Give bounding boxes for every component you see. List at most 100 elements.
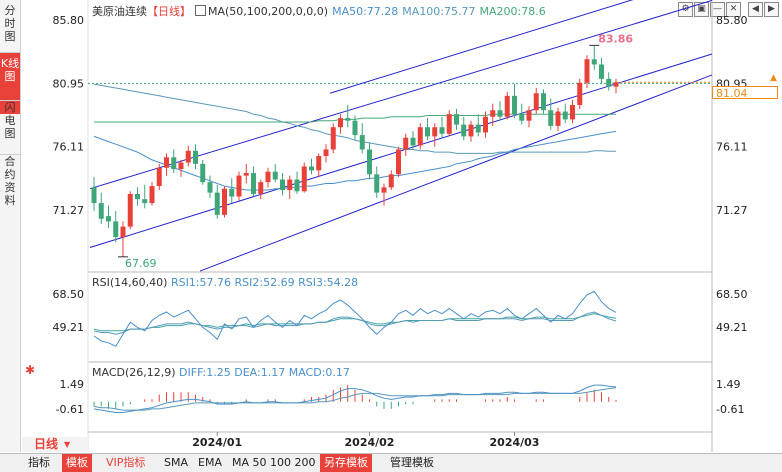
close-icon[interactable]: ✕ [726,2,741,17]
candle-body [548,110,554,126]
macd-tick-right: 1.49 [716,378,741,391]
ma50-legend: MA50:77.28 [332,5,399,18]
ma-param-label[interactable]: MA(50,100,200,0,0,0) [208,5,329,18]
rsi2-legend: RSI2:52.69 [234,276,295,289]
rsi-tick-right: 68.50 [716,288,748,301]
candle-body [272,171,278,180]
period-selector[interactable]: 日线 [34,437,59,451]
candle-body [475,124,481,133]
period-dropdown-icon[interactable]: ▼ [64,440,71,449]
candle-body [483,116,488,133]
sma-button[interactable]: SMA [164,456,188,469]
candle-body [417,127,423,146]
high-label: 83.86 [598,32,633,45]
tab-flash[interactable]: 闪电图 [0,100,20,140]
scroll-left-icon[interactable]: ◀ [748,2,763,17]
candle-body [185,150,191,163]
candle-body [113,221,119,238]
candle-body [359,135,365,150]
macd-tick-right: -0.61 [716,403,744,416]
scroll-right-icon[interactable]: ▶ [764,2,779,17]
channel-support-line [199,74,713,272]
rsi-tick-left: 49.21 [53,321,85,334]
macd-param-label[interactable]: MACD(26,12,9) [92,366,176,379]
vip-indicator-button[interactable]: VIP指标 [106,456,146,469]
rsi-header: RSI(14,60,40) RSI1:57.76 RSI2:52.69 RSI3… [92,276,358,290]
candle-body [461,124,467,137]
candle-body [519,114,525,121]
candle-body [584,59,590,83]
candle-body [106,216,111,222]
candle-body [127,193,133,227]
candle-body [323,149,329,156]
candle-body [98,203,104,219]
ma100-legend: MA100:75.77 [402,5,476,18]
period-bar [22,437,88,452]
template-button[interactable]: 模板 [62,454,92,472]
price-tick-left: 71.27 [53,204,85,217]
candle-body [222,188,227,215]
candle-body [606,78,612,87]
rsi-tick-right: 49.21 [716,321,748,334]
candle-body [294,179,300,192]
minimize-icon[interactable]: — [710,2,725,17]
candle-body [207,182,213,193]
save-template-button[interactable]: 另存模板 [320,454,372,472]
candle-body [164,157,169,168]
candle-body [287,179,293,190]
ema-button[interactable]: EMA [198,456,222,469]
candle-body [388,174,394,188]
macd-tick-left: -0.61 [56,403,84,416]
candle-body [367,149,372,175]
price-tick-left: 76.11 [53,141,85,154]
ma-settings-icon[interactable] [195,5,206,16]
candle-body [533,93,539,111]
candle-body [236,175,242,197]
candle-body [591,59,597,65]
ma-preset-button[interactable]: MA 50 100 200 [232,456,316,469]
tab-contract-info[interactable]: 合约资料 [0,154,20,207]
price-alert-icon[interactable]: ▲ [770,73,777,83]
candle-body [599,64,604,79]
manage-template-button[interactable]: 管理模板 [390,456,434,469]
macd-tick-left: 1.49 [60,378,85,391]
candle-body [345,118,351,121]
tab-timeshare[interactable]: 分时图 [4,4,16,43]
channel-upper-line [329,0,634,94]
candle-body [178,162,184,170]
candle-body [352,120,358,136]
layout-icon[interactable]: ▣ [694,2,709,17]
candle-body [512,95,517,115]
candle-body [396,149,401,175]
candle-body [251,172,256,194]
candle-body [280,179,285,190]
rsi1-legend: RSI1:57.76 [170,276,232,289]
candle-body [490,110,496,117]
rsi-param-label[interactable]: RSI(14,60,40) [92,276,168,289]
candle-body [149,186,155,204]
candle-body [120,226,126,238]
tab-kline[interactable]: K线图 [0,52,20,114]
settings-icon[interactable]: ⚙ [678,2,693,17]
price-tick-left: 85.80 [53,14,85,27]
date-label: 2024/01 [192,436,242,449]
indicator-pin-icon[interactable]: ✱ [25,363,35,377]
period-tag: 【日线】 [147,5,191,18]
price-tick-left: 80.95 [53,77,85,90]
candle-body [468,124,474,137]
ma200-legend: MA200:78.6 [479,5,546,18]
indicator-button[interactable]: 指标 [28,456,50,469]
rsi1-line [93,290,617,347]
candle-body [309,166,314,171]
candle-body [330,127,336,150]
candle-body [301,166,307,192]
candle-body [497,110,503,117]
diff-legend: DIFF:1.25 [179,366,231,379]
candle-body [504,95,510,117]
candle-body [570,104,575,120]
candle-body [193,150,198,164]
candle-body [439,127,445,134]
dea-legend: DEA:1.17 [234,366,286,379]
candle-body [541,93,546,111]
